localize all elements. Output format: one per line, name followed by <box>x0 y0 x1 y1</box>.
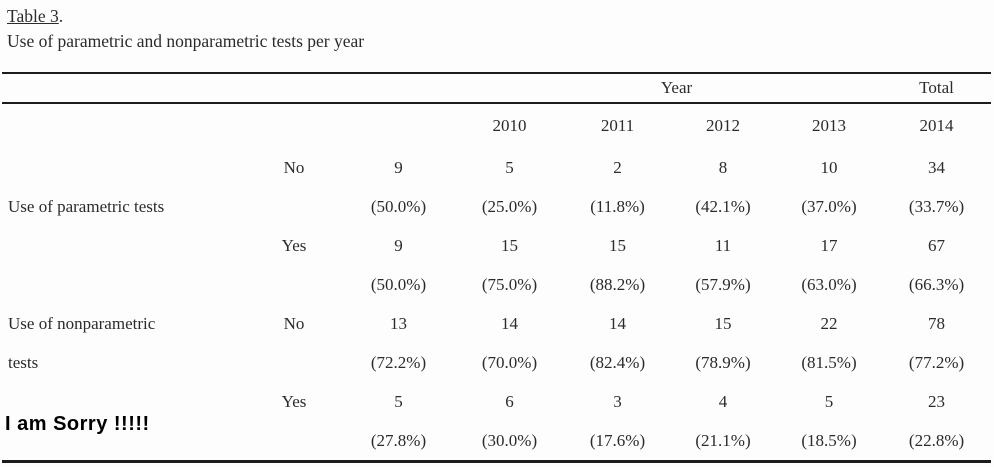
header-empty-cell <box>2 103 245 148</box>
row-label-cell: Use of parametric tests <box>8 196 165 216</box>
value-cell: 13 <box>390 313 407 333</box>
value-cell: 6 <box>505 391 514 411</box>
year-column-header: 2011 <box>600 116 635 135</box>
results-table: Year Total 2010 2011 2012 2013 2014 No 9… <box>2 72 992 463</box>
table-row: Yes 5 6 3 4 5 23 <box>2 382 991 421</box>
value-cell: (63.0%) <box>801 274 857 294</box>
year-group-header: Year <box>343 73 883 104</box>
value-cell: (42.1%) <box>695 196 751 216</box>
table-row: tests (72.2%) (70.0%) (82.4%) (78.9%) (8… <box>2 343 991 382</box>
value-cell: (72.2%) <box>370 352 427 372</box>
value-cell: 15 <box>501 235 518 255</box>
value-cell: 67 <box>928 235 946 255</box>
response-cell <box>245 187 343 226</box>
row-label-cell <box>2 226 245 265</box>
response-cell <box>245 265 343 304</box>
value-cell: (75.0%) <box>481 274 538 294</box>
value-cell: (81.5%) <box>801 352 857 372</box>
response-cell: Yes <box>281 391 307 411</box>
value-cell: (33.7%) <box>908 196 965 216</box>
year-column-header: 2014 <box>919 116 954 135</box>
value-cell: 15 <box>609 235 626 255</box>
table-number-label: Table 3 <box>7 6 59 26</box>
header-row-years: 2010 2011 2012 2013 2014 <box>2 103 991 148</box>
value-cell: (82.4%) <box>589 352 646 372</box>
value-cell: (88.2%) <box>589 274 646 294</box>
table-number-period: . <box>58 6 64 26</box>
year-column-header: 2013 <box>812 116 847 135</box>
value-cell: 22 <box>820 313 838 333</box>
value-cell: 9 <box>394 157 403 177</box>
value-cell: (22.8%) <box>908 430 965 450</box>
value-cell: 11 <box>714 235 732 255</box>
value-cell: 14 <box>609 313 626 333</box>
value-cell: (78.9%) <box>695 352 751 372</box>
response-cell: No <box>283 313 305 333</box>
table-row: Yes 9 15 15 11 17 67 <box>2 226 991 265</box>
value-cell: 5 <box>505 157 514 177</box>
value-cell: 4 <box>718 391 728 411</box>
header-empty-cell <box>2 73 343 104</box>
table-row: (50.0%) (75.0%) (88.2%) (57.9%) (63.0%) … <box>2 265 991 304</box>
value-cell: (66.3%) <box>908 274 965 294</box>
value-cell: (25.0%) <box>481 196 538 216</box>
value-cell: 3 <box>613 391 622 411</box>
table-row: Use of parametric tests (50.0%) (25.0%) … <box>2 187 991 226</box>
value-cell: (77.2%) <box>908 352 965 372</box>
year-column-header: 2012 <box>706 116 740 135</box>
response-cell <box>245 343 343 382</box>
header-empty-cell <box>343 103 454 148</box>
value-cell: (57.9%) <box>695 274 751 294</box>
value-cell: (27.8%) <box>370 430 427 450</box>
value-cell: 15 <box>714 313 732 333</box>
row-label-cell: tests <box>8 352 39 372</box>
response-cell: Yes <box>281 235 307 255</box>
response-cell: No <box>283 157 305 177</box>
value-cell: 9 <box>394 235 403 255</box>
row-label-cell <box>2 265 245 304</box>
sorry-overlay-text: I am Sorry !!!!! <box>5 413 150 435</box>
value-cell: 10 <box>820 157 838 177</box>
total-header: Total <box>882 73 992 104</box>
value-cell: 14 <box>501 313 518 333</box>
header-row-groups: Year Total <box>2 73 992 104</box>
table-row: (27.8%) (30.0%) (17.6%) (21.1%) (18.5%) … <box>2 421 991 462</box>
value-cell: (50.0%) <box>370 274 427 294</box>
table-row: Use of nonparametric No 13 14 14 15 22 7… <box>2 304 991 343</box>
value-cell: 78 <box>928 313 946 333</box>
value-cell: (70.0%) <box>481 352 538 372</box>
value-cell: 8 <box>718 157 728 177</box>
value-cell: (11.8%) <box>590 196 645 216</box>
value-cell: (37.0%) <box>801 196 857 216</box>
row-label-cell <box>2 148 245 187</box>
header-empty-cell <box>245 103 343 148</box>
value-cell: 17 <box>820 235 838 255</box>
value-cell: (21.1%) <box>695 430 751 450</box>
table-caption: Use of parametric and nonparametric test… <box>7 31 365 51</box>
year-column-header: 2010 <box>492 116 527 135</box>
value-cell: (17.6%) <box>589 430 646 450</box>
table-number-title: Table 3. <box>7 6 63 27</box>
value-cell: (18.5%) <box>801 430 857 450</box>
value-cell: 5 <box>394 391 403 411</box>
table-row: No 9 5 2 8 10 34 <box>2 148 991 187</box>
row-label-cell: Use of nonparametric <box>8 313 156 333</box>
value-cell: (50.0%) <box>370 196 427 216</box>
response-cell <box>245 421 343 462</box>
value-cell: 23 <box>928 391 946 411</box>
value-cell: 5 <box>824 391 834 411</box>
value-cell: (30.0%) <box>481 430 538 450</box>
value-cell: 2 <box>613 157 622 177</box>
value-cell: 34 <box>928 157 946 177</box>
